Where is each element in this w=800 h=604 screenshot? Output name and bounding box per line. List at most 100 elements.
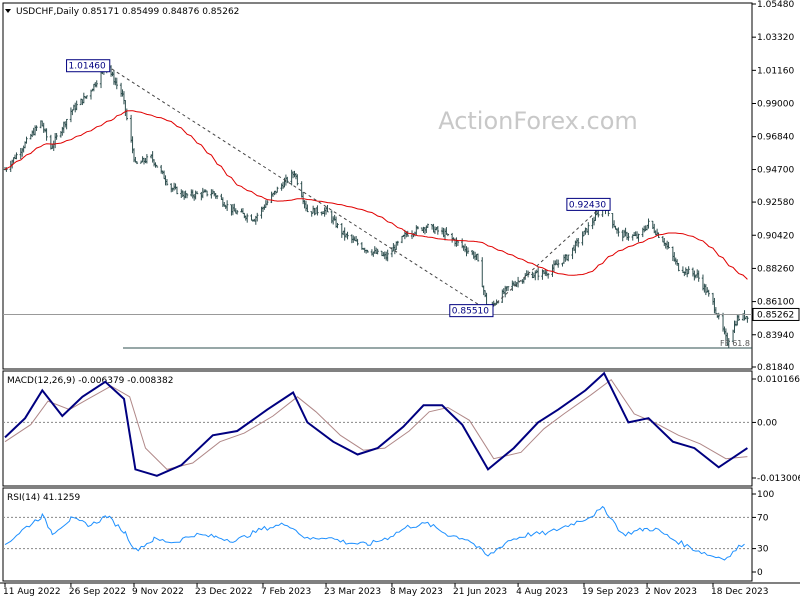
price-bar <box>270 191 273 204</box>
price-bar <box>301 191 305 205</box>
price-bar <box>436 225 440 235</box>
rsi-panel: RSI(14) 41.1259 100 70 30 0 <box>2 487 774 582</box>
x-tick-label: 23 Dec 2022 <box>195 587 253 597</box>
price-bar <box>582 230 586 237</box>
price-bar <box>121 89 124 97</box>
price-bar <box>415 225 418 236</box>
current-price-label: 0.85262 <box>757 310 794 320</box>
price-bar <box>624 227 627 237</box>
price-bar <box>373 246 376 254</box>
price-bar <box>554 260 557 266</box>
price-bar <box>135 161 139 165</box>
price-bar <box>432 223 435 233</box>
price-y-tick-label: 0.83940 <box>757 331 794 341</box>
price-bar <box>385 251 388 261</box>
price-bar <box>532 272 536 279</box>
price-bar <box>165 178 169 186</box>
price-bar <box>316 205 319 216</box>
price-bar <box>551 264 554 277</box>
price-bar <box>119 82 123 97</box>
price-bar <box>184 190 187 199</box>
price-bar <box>311 205 315 214</box>
price-bar <box>426 223 429 228</box>
price-bar <box>164 175 167 186</box>
rsi-y-tick-label: 0 <box>757 568 763 578</box>
price-bar <box>230 204 233 216</box>
price-bar <box>190 189 193 197</box>
price-bar <box>736 314 739 326</box>
swing-high-2-label: 0.92430 <box>566 197 611 211</box>
price-bar <box>52 140 55 151</box>
macd-frame <box>2 370 753 487</box>
price-bar <box>615 228 619 234</box>
rsi-title: RSI(14) 41.1259 <box>7 493 80 503</box>
price-bar <box>340 223 344 238</box>
price-bar <box>356 238 359 246</box>
price-bar <box>20 147 24 157</box>
price-bar <box>95 80 98 88</box>
price-bar <box>162 170 166 180</box>
macd-y-tick-label: 0.010166 <box>757 375 800 385</box>
price-bar <box>342 230 345 236</box>
price-y-tick-label: 0.99000 <box>757 100 794 110</box>
price-bar <box>396 240 399 246</box>
price-bar <box>734 320 738 327</box>
price-bar <box>443 228 447 241</box>
price-bar <box>617 227 620 237</box>
price-bar <box>671 246 675 261</box>
price-bar <box>453 238 457 247</box>
x-tick-label: 19 Sep 2023 <box>582 587 639 597</box>
price-bar <box>746 316 749 323</box>
price-bar <box>241 208 245 214</box>
macd-y-tick-label: 0.00 <box>757 418 777 428</box>
price-bar <box>661 235 665 243</box>
price-bar <box>22 145 25 153</box>
rsi-line <box>4 505 745 561</box>
price-bar <box>693 270 696 281</box>
price-bar <box>59 131 63 138</box>
price-bar <box>235 210 239 215</box>
price-bar <box>471 250 474 256</box>
macd-line <box>4 371 748 477</box>
price-bar <box>546 273 550 279</box>
swing-low-label-text: 0.85510 <box>452 307 489 317</box>
x-tick-label: 4 Aug 2023 <box>516 587 568 597</box>
price-bar <box>170 183 173 193</box>
price-bar <box>587 222 590 236</box>
price-bar <box>677 263 680 272</box>
x-tick-label: 2 Nov 2023 <box>645 587 697 597</box>
x-tick-label: 7 Feb 2023 <box>261 587 311 597</box>
price-bar <box>446 233 450 237</box>
price-bar <box>400 235 404 244</box>
price-bar <box>643 225 646 233</box>
price-bar <box>231 204 235 216</box>
price-bar <box>536 267 540 281</box>
price-bar <box>243 212 246 219</box>
price-bar <box>195 191 199 195</box>
price-bar <box>41 120 44 127</box>
price-bar <box>614 225 617 230</box>
price-bar <box>561 262 564 267</box>
price-bar <box>332 216 335 225</box>
price-bar <box>621 229 624 242</box>
price-bar <box>246 213 249 223</box>
rsi-y-tick-label: 30 <box>757 545 769 555</box>
price-bar <box>35 125 38 131</box>
price-bar <box>516 276 520 288</box>
watermark: ActionForex.com <box>438 107 638 135</box>
x-tick-label: 21 Jun 2023 <box>453 587 507 597</box>
price-frame <box>2 2 753 370</box>
fe-label: FE 61.8 <box>720 339 750 348</box>
rsi-y-tick-label: 100 <box>757 490 774 500</box>
price-bar <box>82 92 86 104</box>
price-bar <box>723 326 726 335</box>
price-bar <box>430 224 434 230</box>
price-bar <box>293 170 296 178</box>
price-bar <box>647 218 650 229</box>
price-bar <box>703 283 706 293</box>
price-bar <box>423 227 427 235</box>
price-bar <box>686 268 689 278</box>
price-bar <box>115 77 118 90</box>
